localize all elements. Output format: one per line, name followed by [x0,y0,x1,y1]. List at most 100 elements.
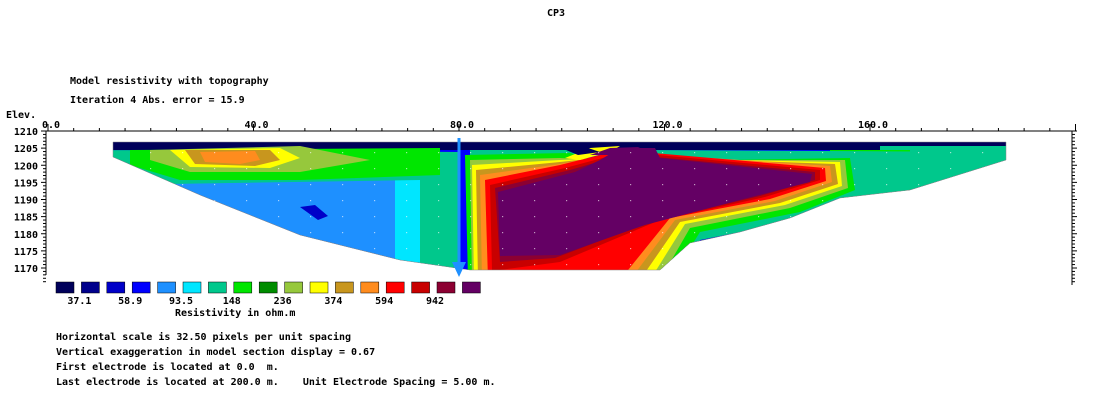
datum-point [854,200,856,202]
datum-point [246,264,248,266]
header-line-1: Model resistivity with topography [70,76,269,87]
datum-point [310,264,312,266]
legend-label: 93.5 [169,296,193,307]
legend-label: 148 [223,296,241,307]
datum-point [790,152,792,154]
datum-point [342,168,344,170]
datum-point [758,200,760,202]
datum-point [470,216,472,218]
datum-point [406,168,408,170]
datum-point [566,264,568,266]
datum-point [630,184,632,186]
datum-point [822,152,824,154]
datum-point [278,168,280,170]
datum-point [406,152,408,154]
datum-point [982,232,984,234]
datum-point [342,200,344,202]
datum-point [982,152,984,154]
legend-swatch [309,281,329,294]
datum-point [470,168,472,170]
datum-point [310,152,312,154]
datum-point [854,216,856,218]
datum-point [950,168,952,170]
datum-point [598,264,600,266]
datum-point [790,248,792,250]
y-tick-label: 1210 [14,127,38,138]
datum-point [502,232,504,234]
datum-point [182,200,184,202]
datum-point [726,232,728,234]
datum-point [726,248,728,250]
legend-label: 58.9 [118,296,142,307]
datum-point [726,216,728,218]
datum-point [182,168,184,170]
datum-point [598,168,600,170]
datum-point [822,264,824,266]
datum-point [822,200,824,202]
datum-point [598,248,600,250]
datum-point [246,216,248,218]
y-axis-title: Elev. [6,110,37,121]
datum-point [566,152,568,154]
datum-point [342,264,344,266]
datum-point [246,248,248,250]
marker-arrow [452,262,466,277]
datum-point [214,264,216,266]
datum-point [918,216,920,218]
datum-point [310,248,312,250]
datum-point [438,152,440,154]
y-tick-label: 1185 [14,213,38,224]
legend-swatch [106,281,126,294]
datum-point [214,168,216,170]
datum-point [374,248,376,250]
datum-point [246,232,248,234]
datum-point [886,168,888,170]
datum-point [662,216,664,218]
x-tick-label: 80.0 [450,120,474,131]
datum-point [854,264,856,266]
datum-point [694,152,696,154]
legend-swatch [360,281,380,294]
datum-point [182,232,184,234]
datum-point [854,152,856,154]
datum-point [790,200,792,202]
datum-point [886,200,888,202]
datum-point [406,216,408,218]
datum-point [406,232,408,234]
datum-point [758,152,760,154]
datum-point [374,184,376,186]
x-tick-label: 160.0 [858,120,888,131]
model-section [113,142,1006,270]
color-legend: 37.1 58.9 93.5 148 236 374 594 942 [55,281,481,307]
note-vertical-exaggeration: Vertical exaggeration in model section d… [56,347,376,358]
datum-point [918,232,920,234]
datum-point [726,264,728,266]
y-tick-label: 1205 [14,144,38,155]
datum-point [950,248,952,250]
profile-title: CP3 [547,8,566,19]
datum-point [630,200,632,202]
datum-point [534,168,536,170]
datum-point [374,264,376,266]
datum-point [278,264,280,266]
datum-point [886,152,888,154]
datum-point [214,216,216,218]
datum-point [502,200,504,202]
datum-point [662,184,664,186]
datum-point [598,184,600,186]
datum-point [150,232,152,234]
datum-point [950,216,952,218]
datum-point [374,200,376,202]
datum-point [758,232,760,234]
datum-point [694,216,696,218]
legend-swatch [258,281,278,294]
legend-swatch [182,281,202,294]
datum-point [182,216,184,218]
datum-point [214,152,216,154]
legend-swatch [335,281,354,294]
datum-point [598,200,600,202]
note-last-electrode: Last electrode is located at 200.0 m. Un… [56,377,496,388]
datum-point [822,232,824,234]
datum-point [502,216,504,218]
